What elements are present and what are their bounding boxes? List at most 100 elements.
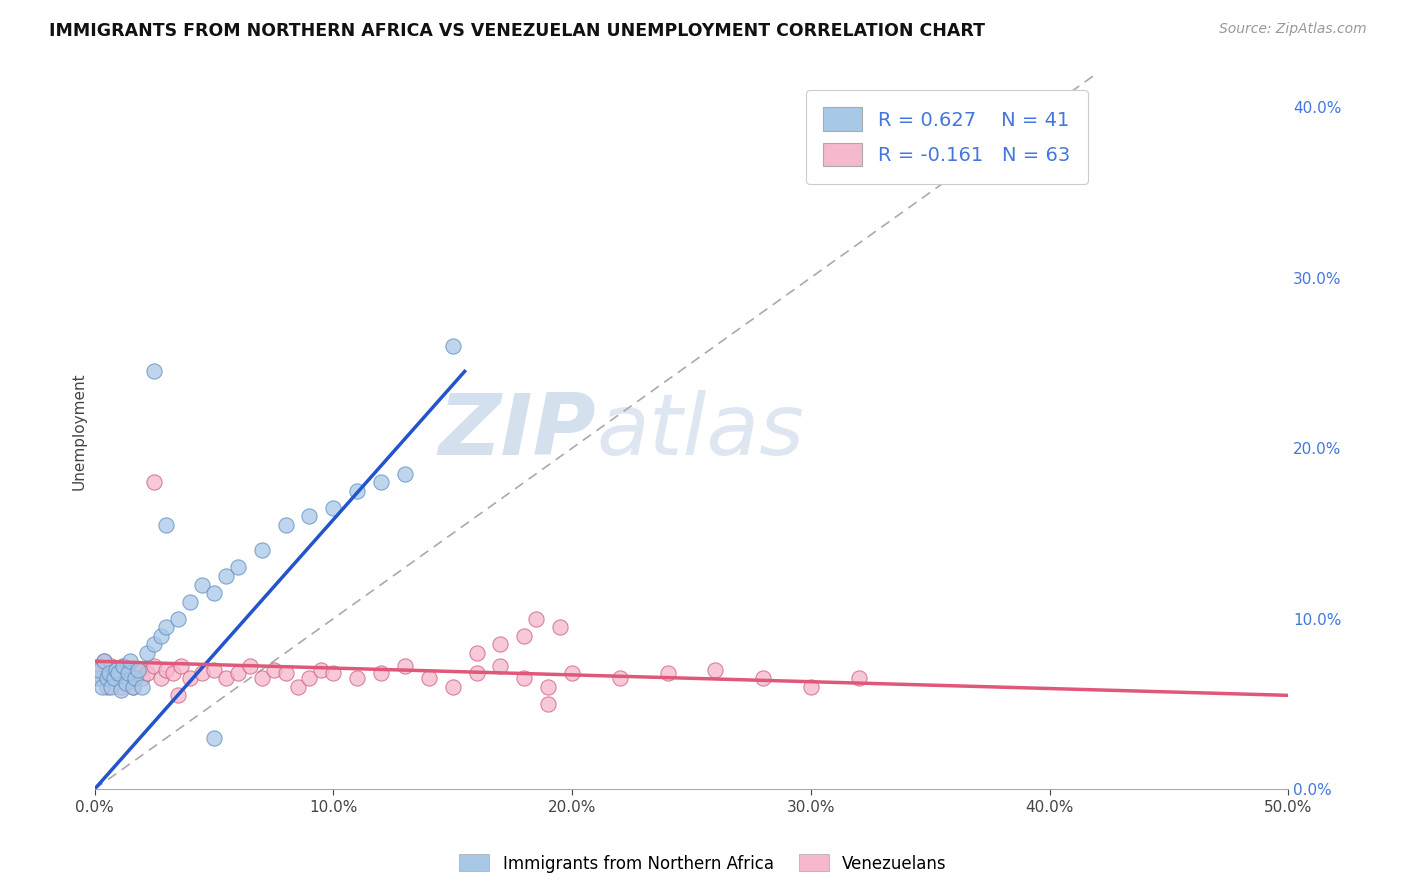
Point [129, 663, 152, 677]
Point [179, 594, 201, 608]
Point [112, 659, 135, 673]
Point [298, 671, 321, 685]
Point [226, 666, 249, 681]
Point [274, 517, 297, 532]
Point [298, 509, 321, 524]
Point [167, 689, 190, 703]
Point [155, 663, 177, 677]
Point [848, 671, 870, 685]
Point [97, 666, 120, 681]
Point [131, 671, 153, 685]
Point [537, 680, 560, 694]
Point [100, 659, 122, 673]
Point [117, 666, 139, 681]
Point [548, 620, 571, 634]
Point [226, 560, 249, 574]
Point [114, 671, 136, 685]
Point [657, 666, 679, 681]
Text: atlas: atlas [596, 390, 804, 473]
Point [489, 637, 512, 651]
Point [120, 663, 142, 677]
Point [537, 697, 560, 711]
Point [322, 666, 344, 681]
Point [112, 659, 135, 673]
Point [191, 666, 214, 681]
Point [131, 680, 153, 694]
Point [97, 666, 120, 681]
Point [96, 671, 118, 685]
Point [121, 680, 143, 694]
Point [561, 666, 583, 681]
Point [441, 680, 464, 694]
Point [465, 666, 488, 681]
Point [124, 671, 146, 685]
Point [155, 517, 177, 532]
Point [311, 663, 333, 677]
Point [93, 654, 115, 668]
Legend: Immigrants from Northern Africa, Venezuelans: Immigrants from Northern Africa, Venezue… [453, 847, 953, 880]
Point [202, 586, 225, 600]
Point [287, 680, 309, 694]
Point [215, 671, 238, 685]
Text: IMMIGRANTS FROM NORTHERN AFRICA VS VENEZUELAN UNEMPLOYMENT CORRELATION CHART: IMMIGRANTS FROM NORTHERN AFRICA VS VENEZ… [49, 22, 986, 40]
Point [127, 663, 149, 677]
Legend: R = 0.627    N = 41, R = -0.161   N = 63: R = 0.627 N = 41, R = -0.161 N = 63 [806, 90, 1088, 184]
Point [90, 671, 112, 685]
Point [191, 577, 214, 591]
Point [110, 683, 132, 698]
Point [86, 666, 108, 681]
Point [800, 680, 823, 694]
Point [86, 671, 108, 685]
Point [513, 629, 536, 643]
Point [263, 663, 285, 677]
Point [120, 654, 142, 668]
Point [239, 659, 262, 673]
Point [127, 666, 149, 681]
Point [179, 671, 201, 685]
Point [370, 666, 392, 681]
Point [121, 680, 143, 694]
Point [89, 659, 111, 673]
Point [250, 543, 273, 558]
Point [143, 475, 166, 490]
Point [143, 364, 166, 378]
Point [167, 612, 190, 626]
Point [394, 467, 416, 481]
Point [143, 637, 166, 651]
Point [89, 663, 111, 677]
Point [150, 671, 173, 685]
Point [117, 666, 139, 681]
Point [93, 654, 115, 668]
Point [90, 680, 112, 694]
Point [752, 671, 775, 685]
Point [155, 620, 177, 634]
Point [609, 671, 631, 685]
Point [920, 91, 942, 105]
Point [202, 731, 225, 745]
Point [215, 569, 238, 583]
Point [103, 671, 125, 685]
Point [100, 680, 122, 694]
Point [107, 666, 129, 681]
Point [169, 659, 191, 673]
Point [143, 659, 166, 673]
Point [107, 666, 129, 681]
Point [110, 680, 132, 694]
Point [704, 663, 727, 677]
Point [489, 659, 512, 673]
Point [136, 646, 159, 660]
Point [418, 671, 440, 685]
Text: ZIP: ZIP [439, 390, 596, 473]
Point [114, 676, 136, 690]
Point [274, 666, 297, 681]
Point [370, 475, 392, 490]
Point [322, 500, 344, 515]
Point [103, 671, 125, 685]
Point [105, 663, 128, 677]
Point [162, 666, 184, 681]
Point [465, 646, 488, 660]
Point [524, 612, 547, 626]
Point [105, 663, 128, 677]
Point [346, 671, 368, 685]
Text: Source: ZipAtlas.com: Source: ZipAtlas.com [1219, 22, 1367, 37]
